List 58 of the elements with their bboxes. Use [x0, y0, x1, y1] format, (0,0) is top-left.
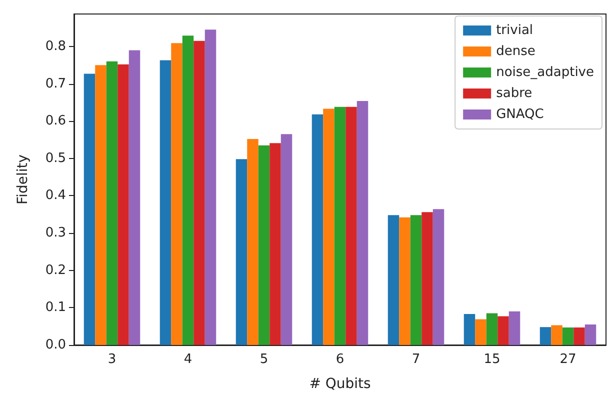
y-tick-label: 0.4 — [45, 188, 66, 204]
bar — [258, 145, 270, 345]
y-tick-label: 0.0 — [45, 338, 66, 352]
bar — [346, 106, 357, 345]
bar — [410, 215, 422, 345]
x-tick-label: 15 — [484, 352, 500, 367]
x-tick-label: 4 — [184, 352, 192, 367]
bar — [106, 61, 118, 345]
x-tick-label: 6 — [336, 352, 344, 367]
bar — [160, 60, 172, 345]
bar — [475, 319, 486, 345]
bar — [356, 100, 368, 345]
bar — [334, 106, 346, 345]
x-tick-label: 5 — [260, 352, 268, 367]
x-axis-title: # Qubits — [309, 376, 371, 392]
bar — [280, 134, 292, 345]
bar — [432, 209, 444, 345]
bar — [118, 64, 129, 345]
bar — [270, 143, 281, 345]
bar — [247, 139, 258, 345]
legend-label: trivial — [496, 23, 534, 38]
bar — [84, 74, 96, 345]
bar — [323, 108, 334, 345]
y-tick-label: 0.1 — [45, 300, 66, 316]
bar — [498, 316, 509, 345]
x-tick-label: 27 — [560, 352, 576, 367]
bar — [312, 114, 324, 345]
y-axis-title: Fidelity — [15, 154, 31, 204]
bar — [182, 36, 194, 345]
bar — [540, 327, 552, 345]
y-tick-label: 0.3 — [45, 226, 66, 241]
legend-label: sabre — [496, 86, 532, 101]
legend-label: GNAQC — [496, 107, 544, 122]
y-tick-label: 0.7 — [45, 76, 66, 92]
bar — [551, 325, 562, 345]
bar — [128, 50, 140, 345]
bar — [236, 159, 248, 345]
y-tick-label: 0.6 — [45, 114, 66, 129]
bar — [574, 327, 585, 345]
bar — [508, 311, 520, 345]
legend-label: noise_adaptive — [496, 65, 594, 80]
bar — [95, 65, 106, 345]
bar — [399, 217, 410, 345]
bar — [204, 30, 216, 345]
bar — [464, 314, 476, 345]
legend-label: dense — [496, 44, 536, 59]
bar — [388, 215, 400, 345]
bar — [562, 327, 574, 345]
bar — [584, 324, 596, 345]
bar — [194, 40, 205, 345]
x-tick-label: 7 — [412, 352, 420, 367]
bar — [171, 43, 182, 345]
bar — [422, 212, 433, 345]
y-tick-label: 0.8 — [45, 38, 66, 54]
y-tick-label: 0.2 — [45, 262, 66, 278]
x-tick-label: 3 — [108, 352, 116, 367]
y-tick-label: 0.5 — [45, 150, 66, 166]
bar — [486, 313, 498, 345]
